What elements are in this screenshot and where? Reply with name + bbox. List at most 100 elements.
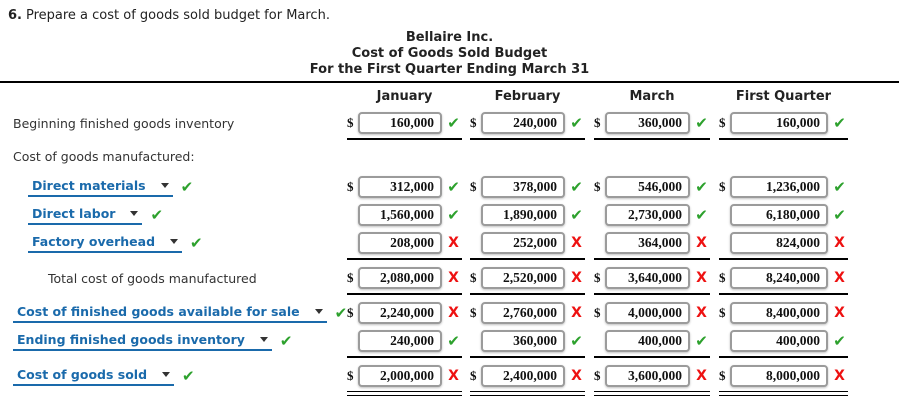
factory-overhead-dropdown[interactable]: Factory overhead — [28, 233, 183, 253]
correct-check-icon: ✔ — [695, 177, 708, 196]
company-name: Bellaire Inc. — [405, 30, 494, 45]
column-header-first-quarter: First Quarter — [735, 89, 832, 104]
label-cell-cost-of-goods-manufactured-heading: Cost of goods manufactured: — [0, 149, 347, 164]
correct-check-icon: ✔ — [833, 113, 846, 132]
amount-input-cost-of-finished-goods-available-for-sale-march[interactable]: 4,000,000 — [605, 302, 690, 324]
incorrect-x-icon: X — [571, 270, 582, 286]
correct-check-icon: ✔ — [182, 366, 195, 385]
single-total-rule — [719, 356, 848, 358]
amount-input-cost-of-finished-goods-available-for-sale-february[interactable]: 2,760,000 — [481, 302, 565, 324]
cell-total-cost-of-goods-manufactured-march: $3,640,000 X — [594, 267, 710, 289]
beginning-finished-goods-inventory-label: Beginning finished goods inventory — [13, 115, 235, 131]
budget-row-direct-materials: Direct materials ✔ $312,000 ✔ $378,000 ✔ $546,… — [0, 173, 899, 201]
single-total-rule — [719, 293, 848, 295]
cell-ending-finished-goods-inventory-march: 400,000 ✔ — [594, 330, 710, 352]
dropdown-selected-label: Cost of finished goods available for sal… — [17, 304, 300, 319]
single-total-rule — [470, 258, 585, 260]
amount-input-direct-labor-january[interactable]: 1,560,000 — [358, 204, 442, 226]
amount-input-direct-materials-january[interactable]: 312,000 — [358, 176, 442, 198]
dollar-sign: $ — [347, 270, 354, 285]
rule-below-factory-overhead — [0, 258, 899, 263]
cell-direct-materials-march: $546,000 ✔ — [594, 176, 710, 198]
dollar-sign: $ — [347, 115, 354, 130]
dropdown-selected-label: Direct labor — [32, 206, 116, 221]
cost-of-finished-goods-available-for-sale-dropdown[interactable]: Cost of finished goods available for sal… — [13, 303, 327, 323]
ending-finished-goods-inventory-dropdown[interactable]: Ending finished goods inventory — [13, 331, 272, 351]
single-total-rule — [470, 138, 585, 140]
total-cost-of-goods-manufactured-label: Total cost of goods manufactured — [48, 270, 257, 286]
single-total-rule — [347, 293, 462, 295]
amount-input-factory-overhead-february[interactable]: 252,000 — [481, 232, 565, 254]
cell-direct-materials-january: $312,000 ✔ — [347, 176, 462, 198]
amount-input-beginning-finished-goods-inventory-first-quarter[interactable]: 160,000 — [730, 112, 828, 134]
cell-cost-of-finished-goods-available-for-sale-march: $4,000,000 X — [594, 302, 710, 324]
column-header-row: January February March First Quarter — [0, 84, 899, 109]
incorrect-x-icon: X — [571, 368, 582, 384]
dollar-sign: $ — [719, 270, 726, 285]
amount-input-direct-materials-first-quarter[interactable]: 1,236,000 — [730, 176, 828, 198]
amount-input-direct-materials-february[interactable]: 378,000 — [481, 176, 565, 198]
amount-input-direct-labor-first-quarter[interactable]: 6,180,000 — [730, 204, 828, 226]
cell-total-cost-of-goods-manufactured-first-quarter: $8,240,000 X — [719, 267, 848, 289]
cell-cost-of-finished-goods-available-for-sale-january: $2,240,000 X — [347, 302, 462, 324]
cell-ending-finished-goods-inventory-january: 240,000 ✔ — [347, 330, 462, 352]
report-title: Cost of Goods Sold Budget — [351, 46, 548, 61]
incorrect-x-icon: X — [834, 305, 845, 321]
amount-input-cost-of-goods-sold-february[interactable]: 2,400,000 — [481, 365, 565, 387]
amount-input-beginning-finished-goods-inventory-february[interactable]: 240,000 — [481, 112, 565, 134]
single-total-rule — [470, 356, 585, 358]
correct-check-icon: ✔ — [570, 113, 583, 132]
double-total-rule — [347, 391, 462, 396]
amount-input-factory-overhead-first-quarter[interactable]: 824,000 — [730, 232, 828, 254]
budget-row-beginning-finished-goods-inventory: Beginning finished goods inventory $160,0… — [0, 109, 899, 137]
incorrect-x-icon: X — [696, 368, 707, 384]
double-total-rule — [594, 391, 710, 396]
label-cell-factory-overhead: Factory overhead ✔ — [0, 233, 347, 253]
amount-input-cost-of-finished-goods-available-for-sale-january[interactable]: 2,240,000 — [358, 302, 442, 324]
cell-cost-of-goods-sold-february: $2,400,000 X — [470, 365, 585, 387]
direct-materials-dropdown[interactable]: Direct materials — [28, 177, 173, 197]
cell-beginning-finished-goods-inventory-march: $360,000 ✔ — [594, 112, 710, 134]
rule-below-beginning-finished-goods-inventory — [0, 138, 899, 143]
incorrect-x-icon: X — [696, 305, 707, 321]
amount-input-direct-materials-march[interactable]: 546,000 — [605, 176, 690, 198]
amount-input-factory-overhead-january[interactable]: 208,000 — [358, 232, 442, 254]
amount-input-ending-finished-goods-inventory-january[interactable]: 240,000 — [358, 330, 442, 352]
single-total-rule — [594, 258, 710, 260]
amount-input-direct-labor-march[interactable]: 2,730,000 — [605, 204, 690, 226]
dollar-sign: $ — [347, 179, 354, 194]
cell-ending-finished-goods-inventory-february: 360,000 ✔ — [470, 330, 585, 352]
amount-input-ending-finished-goods-inventory-february[interactable]: 360,000 — [481, 330, 565, 352]
amount-input-factory-overhead-march[interactable]: 364,000 — [605, 232, 690, 254]
label-cell-ending-finished-goods-inventory: Ending finished goods inventory ✔ — [0, 331, 347, 351]
correct-check-icon: ✔ — [695, 205, 708, 224]
amount-input-beginning-finished-goods-inventory-march[interactable]: 360,000 — [605, 112, 690, 134]
amount-input-direct-labor-february[interactable]: 1,890,000 — [481, 204, 565, 226]
cell-beginning-finished-goods-inventory-january: $160,000 ✔ — [347, 112, 462, 134]
cost-of-goods-sold-dropdown[interactable]: Cost of goods sold — [13, 366, 175, 386]
amount-input-beginning-finished-goods-inventory-january[interactable]: 160,000 — [358, 112, 442, 134]
label-cell-cost-of-goods-sold: Cost of goods sold ✔ — [0, 366, 347, 386]
incorrect-x-icon: X — [834, 270, 845, 286]
amount-input-total-cost-of-goods-manufactured-march[interactable]: 3,640,000 — [605, 267, 690, 289]
amount-input-cost-of-goods-sold-first-quarter[interactable]: 8,000,000 — [730, 365, 828, 387]
label-cell-direct-materials: Direct materials ✔ — [0, 177, 347, 197]
amount-input-cost-of-goods-sold-march[interactable]: 3,600,000 — [605, 365, 690, 387]
budget-table-body: Beginning finished goods inventory $160,0… — [0, 109, 899, 396]
correct-check-icon: ✔ — [334, 303, 348, 322]
incorrect-x-icon: X — [696, 235, 707, 251]
single-total-rule — [594, 293, 710, 295]
direct-labor-dropdown[interactable]: Direct labor — [28, 205, 143, 225]
amount-input-cost-of-finished-goods-available-for-sale-first-quarter[interactable]: 8,400,000 — [730, 302, 828, 324]
amount-input-ending-finished-goods-inventory-march[interactable]: 400,000 — [605, 330, 690, 352]
correct-check-icon: ✔ — [833, 331, 846, 350]
incorrect-x-icon: X — [571, 305, 582, 321]
amount-input-total-cost-of-goods-manufactured-january[interactable]: 2,080,000 — [358, 267, 442, 289]
question-number: 6. — [8, 8, 22, 23]
amount-input-total-cost-of-goods-manufactured-february[interactable]: 2,520,000 — [481, 267, 565, 289]
amount-input-total-cost-of-goods-manufactured-first-quarter[interactable]: 8,240,000 — [730, 267, 828, 289]
amount-input-cost-of-goods-sold-january[interactable]: 2,000,000 — [358, 365, 442, 387]
cell-cost-of-goods-sold-january: $2,000,000 X — [347, 365, 462, 387]
amount-input-ending-finished-goods-inventory-first-quarter[interactable]: 400,000 — [730, 330, 828, 352]
